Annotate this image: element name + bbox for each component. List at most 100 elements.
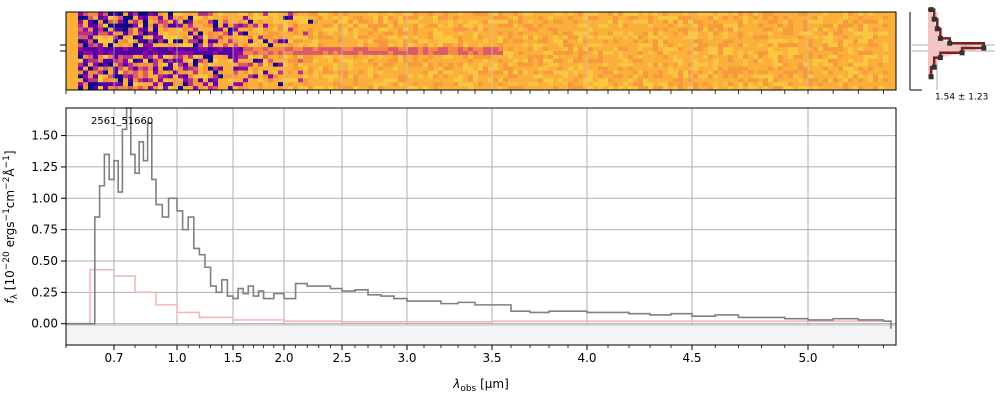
heatmap-cell: [513, 27, 519, 32]
heatmap-cell: [848, 78, 854, 83]
heatmap-cell: [198, 66, 204, 71]
heatmap-cell: [223, 54, 229, 60]
heatmap-cell: [703, 39, 709, 44]
heatmap-cell: [698, 58, 704, 63]
heatmap-cell: [488, 47, 494, 52]
heatmap-cell: [423, 66, 429, 71]
heatmap-cell: [168, 39, 174, 44]
heatmap-cell: [723, 27, 729, 32]
heatmap-cell: [883, 62, 889, 67]
heatmap-cell: [883, 23, 889, 28]
heatmap-cell: [333, 82, 339, 87]
heatmap-cell: [878, 51, 884, 56]
heatmap-cell: [298, 47, 304, 52]
heatmap-cell: [533, 78, 539, 83]
heatmap-cell: [723, 51, 729, 56]
heatmap-cell: [358, 19, 364, 24]
heatmap-cell: [233, 47, 239, 52]
heatmap-cell: [538, 82, 544, 87]
heatmap-cell: [808, 39, 814, 44]
heatmap-cell: [358, 66, 364, 71]
heatmap-cell: [408, 12, 414, 17]
heatmap-cell: [833, 54, 839, 60]
heatmap-cell: [173, 54, 179, 60]
heatmap-cell: [573, 23, 579, 28]
heatmap-cell: [473, 47, 479, 52]
heatmap-cell: [353, 70, 359, 75]
heatmap-cell: [288, 66, 294, 71]
heatmap-cell: [788, 62, 794, 67]
heatmap-cell: [193, 27, 199, 32]
heatmap-cell: [648, 43, 654, 48]
heatmap-cell: [308, 43, 314, 48]
heatmap-cell: [358, 70, 364, 75]
heatmap-cell: [638, 23, 644, 28]
heatmap-cell: [233, 31, 239, 36]
heatmap-cell: [618, 27, 624, 32]
heatmap-cell: [488, 35, 494, 40]
heatmap-cell: [853, 31, 859, 36]
heatmap-cell: [558, 74, 564, 79]
heatmap-cell: [413, 82, 419, 87]
heatmap-cell: [418, 35, 424, 40]
heatmap-cell: [668, 82, 674, 87]
heatmap-cell: [538, 78, 544, 83]
heatmap-cell: [388, 58, 394, 63]
heatmap-cell: [233, 62, 239, 67]
heatmap-cell: [868, 27, 874, 32]
heatmap-cell: [388, 43, 394, 48]
heatmap-cell: [653, 31, 659, 36]
heatmap-cell: [383, 31, 389, 36]
heatmap-cell: [373, 82, 379, 87]
heatmap-cell: [533, 43, 539, 48]
heatmap-cell: [158, 15, 164, 21]
heatmap-cell: [93, 23, 99, 28]
heatmap-cell: [693, 74, 699, 79]
heatmap-cell: [718, 31, 724, 36]
heatmap-cell: [243, 62, 249, 67]
heatmap-cell: [263, 54, 269, 60]
heatmap-cell: [708, 43, 714, 48]
heatmap-cell: [478, 74, 484, 79]
heatmap-cell: [618, 15, 624, 21]
heatmap-cell: [353, 19, 359, 24]
heatmap-cell: [613, 39, 619, 44]
heatmap-cell: [338, 78, 344, 83]
heatmap-cell: [178, 31, 184, 36]
heatmap-cell: [773, 23, 779, 28]
heatmap-cell: [418, 82, 424, 87]
heatmap-cell: [173, 70, 179, 75]
heatmap-cell: [463, 15, 469, 21]
heatmap-cell: [618, 78, 624, 83]
heatmap-cell: [788, 31, 794, 36]
heatmap-cell: [328, 58, 334, 63]
heatmap-cell: [823, 31, 829, 36]
heatmap-cell: [433, 43, 439, 48]
heatmap-cell: [348, 74, 354, 79]
heatmap-cell: [78, 86, 84, 91]
heatmap-cell: [678, 51, 684, 56]
heatmap-cell: [698, 82, 704, 87]
heatmap-cell: [188, 15, 194, 21]
heatmap-cell: [873, 39, 879, 44]
heatmap-cell: [863, 43, 869, 48]
heatmap-cell: [513, 86, 519, 91]
heatmap-cell: [163, 70, 169, 75]
heatmap-cell: [548, 19, 554, 24]
heatmap-cell: [848, 54, 854, 60]
heatmap-cell: [243, 12, 249, 17]
heatmap-cell: [858, 19, 864, 24]
heatmap-cell: [788, 58, 794, 63]
heatmap-cell: [273, 58, 279, 63]
heatmap-cell: [688, 62, 694, 67]
heatmap-cell: [143, 31, 149, 36]
heatmap-cell: [228, 51, 234, 56]
heatmap-cell: [458, 86, 464, 91]
heatmap-cell: [283, 54, 289, 60]
heatmap-cell: [373, 23, 379, 28]
heatmap-cell: [333, 66, 339, 71]
heatmap-cell: [343, 70, 349, 75]
heatmap-cell: [383, 74, 389, 79]
heatmap-cell: [803, 74, 809, 79]
heatmap-cell: [753, 27, 759, 32]
